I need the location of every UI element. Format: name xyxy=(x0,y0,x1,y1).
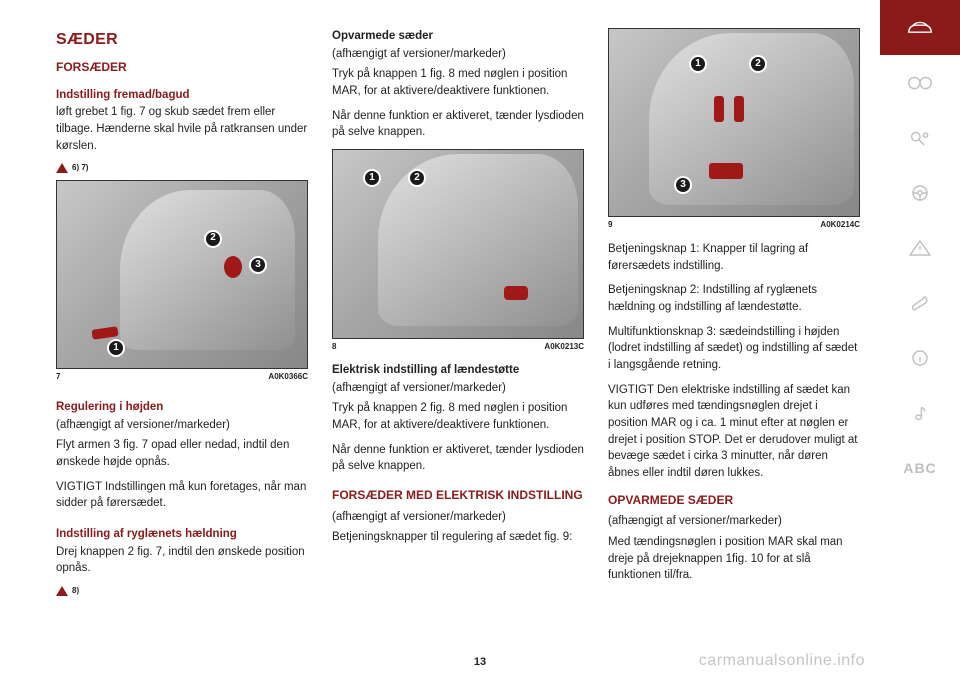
para-s6: Betjeningsknapper til regulering af sæde… xyxy=(332,529,584,546)
figure-7-caption: 7 A0K0366C xyxy=(56,371,308,383)
sidebar: ABC xyxy=(880,0,960,678)
fig8-code: A0K0213C xyxy=(544,341,584,353)
heading-opvarmede-saeder: OPVARMEDE SÆDER xyxy=(608,492,860,509)
para-s5a: Tryk på knappen 2 fig. 8 med nøglen i po… xyxy=(332,400,584,433)
sub-h2c: (afhængigt af versioner/markeder) xyxy=(608,513,860,530)
music-note-icon xyxy=(906,402,934,424)
warning-icon xyxy=(56,586,68,596)
heading-forsaeder: FORSÆDER xyxy=(56,59,308,76)
sidebar-tab-service[interactable] xyxy=(880,275,960,330)
watermark: carmanualsonline.info xyxy=(699,652,865,670)
figure-7: 1 2 3 xyxy=(56,180,308,369)
warning-row-2: 8) xyxy=(56,585,308,597)
fig8-num: 8 xyxy=(332,341,336,353)
heading-regulering-hojden: Regulering i højden xyxy=(56,399,308,416)
steering-wheel-icon xyxy=(906,182,934,204)
fig7-code: A0K0366C xyxy=(268,371,308,383)
callout-2: 2 xyxy=(204,230,222,248)
figure-9: 1 2 3 xyxy=(608,28,860,217)
heading-elektrisk-laende: Elektrisk indstilling af lændestøtte xyxy=(332,362,584,379)
sub-s2: (afhængigt af versioner/markeder) xyxy=(56,417,308,434)
abc-label: ABC xyxy=(903,460,936,476)
knob-red xyxy=(224,256,242,278)
para-s4a: Tryk på knappen 1 fig. 8 med nøglen i po… xyxy=(332,66,584,99)
sidebar-tab-info[interactable] xyxy=(880,330,960,385)
warning-icon xyxy=(56,163,68,173)
sidebar-tab-warning[interactable] xyxy=(880,220,960,275)
para-p2: Betjeningsknap 2: Indstilling af ryglæne… xyxy=(608,282,860,315)
callout-1: 1 xyxy=(363,169,381,187)
fig7-num: 7 xyxy=(56,371,60,383)
fig9-num: 9 xyxy=(608,219,612,231)
control-red-2 xyxy=(734,96,744,122)
column-2: Opvarmede sæder (afhængigt af versioner/… xyxy=(332,28,584,658)
callout-1: 1 xyxy=(107,339,125,357)
figure-8: 1 2 xyxy=(332,149,584,338)
dashboard-icon xyxy=(906,72,934,94)
airbag-icon xyxy=(906,127,934,149)
fig9-code: A0K0214C xyxy=(820,219,860,231)
wrench-icon xyxy=(906,292,934,314)
warning-refs-1: 6) 7) xyxy=(72,162,88,174)
sidebar-tab-steering[interactable] xyxy=(880,165,960,220)
sidebar-tab-index[interactable]: ABC xyxy=(880,440,960,495)
sidebar-tab-audio[interactable] xyxy=(880,385,960,440)
sub-s5: (afhængigt af versioner/markeder) xyxy=(332,380,584,397)
sidebar-tab-airbag[interactable] xyxy=(880,110,960,165)
page: SÆDER FORSÆDER Indstilling fremad/bagud … xyxy=(0,0,960,678)
para-p5: Med tændingsnøglen i position MAR skal m… xyxy=(608,534,860,584)
callout-2: 2 xyxy=(408,169,426,187)
sub-s4: (afhængigt af versioner/markeder) xyxy=(332,46,584,63)
column-3: 1 2 3 9 A0K0214C Betjeningsknap 1: Knapp… xyxy=(608,28,860,658)
sub-h2b: (afhængigt af versioner/markeder) xyxy=(332,509,584,526)
sidebar-tab-car[interactable] xyxy=(880,0,960,55)
heading-saeder: SÆDER xyxy=(56,28,308,51)
para-s1: løft grebet 1 fig. 7 og skub sædet frem … xyxy=(56,104,308,154)
para-p4: VIGTIGT Den elektriske indstilling af sæ… xyxy=(608,382,860,482)
warning-row-1: 6) 7) xyxy=(56,162,308,174)
para-s3: Drej knappen 2 fig. 7, indtil den ønsked… xyxy=(56,544,308,577)
heading-ryglaenets: Indstilling af ryglænets hældning xyxy=(56,526,308,543)
heading-forsaeder-elektrisk: FORSÆDER MED ELEKTRISK INDSTILLING xyxy=(332,487,584,504)
column-1: SÆDER FORSÆDER Indstilling fremad/bagud … xyxy=(56,28,308,658)
para-s2-note: VIGTIGT Indstillingen må kun foretages, … xyxy=(56,479,308,512)
control-red-1 xyxy=(714,96,724,122)
sidebar-tab-dashboard[interactable] xyxy=(880,55,960,110)
para-p1: Betjeningsknap 1: Knapper til lagring af… xyxy=(608,241,860,274)
lever-red xyxy=(91,327,118,341)
warning-refs-2: 8) xyxy=(72,585,79,597)
figure-9-caption: 9 A0K0214C xyxy=(608,219,860,231)
seat-illustration xyxy=(120,190,295,349)
button-red xyxy=(504,286,528,300)
para-s2: Flyt armen 3 fig. 7 opad eller nedad, in… xyxy=(56,437,308,470)
para-s5b: Når denne funktion er aktiveret, tænder … xyxy=(332,442,584,475)
para-s4b: Når denne funktion er aktiveret, tænder … xyxy=(332,108,584,141)
page-number: 13 xyxy=(474,656,486,668)
content-area: SÆDER FORSÆDER Indstilling fremad/bagud … xyxy=(0,0,880,678)
warning-triangle-icon xyxy=(906,237,934,259)
control-red-3 xyxy=(709,163,743,179)
callout-3: 3 xyxy=(249,256,267,274)
callout-3: 3 xyxy=(674,176,692,194)
car-icon xyxy=(906,17,934,39)
para-p3: Multifunktionsknap 3: sædeindstilling i … xyxy=(608,324,860,374)
figure-8-caption: 8 A0K0213C xyxy=(332,341,584,353)
heading-opvarmede: Opvarmede sæder xyxy=(332,28,584,45)
heading-indstilling-fremad: Indstilling fremad/bagud xyxy=(56,87,308,104)
info-icon xyxy=(906,347,934,369)
